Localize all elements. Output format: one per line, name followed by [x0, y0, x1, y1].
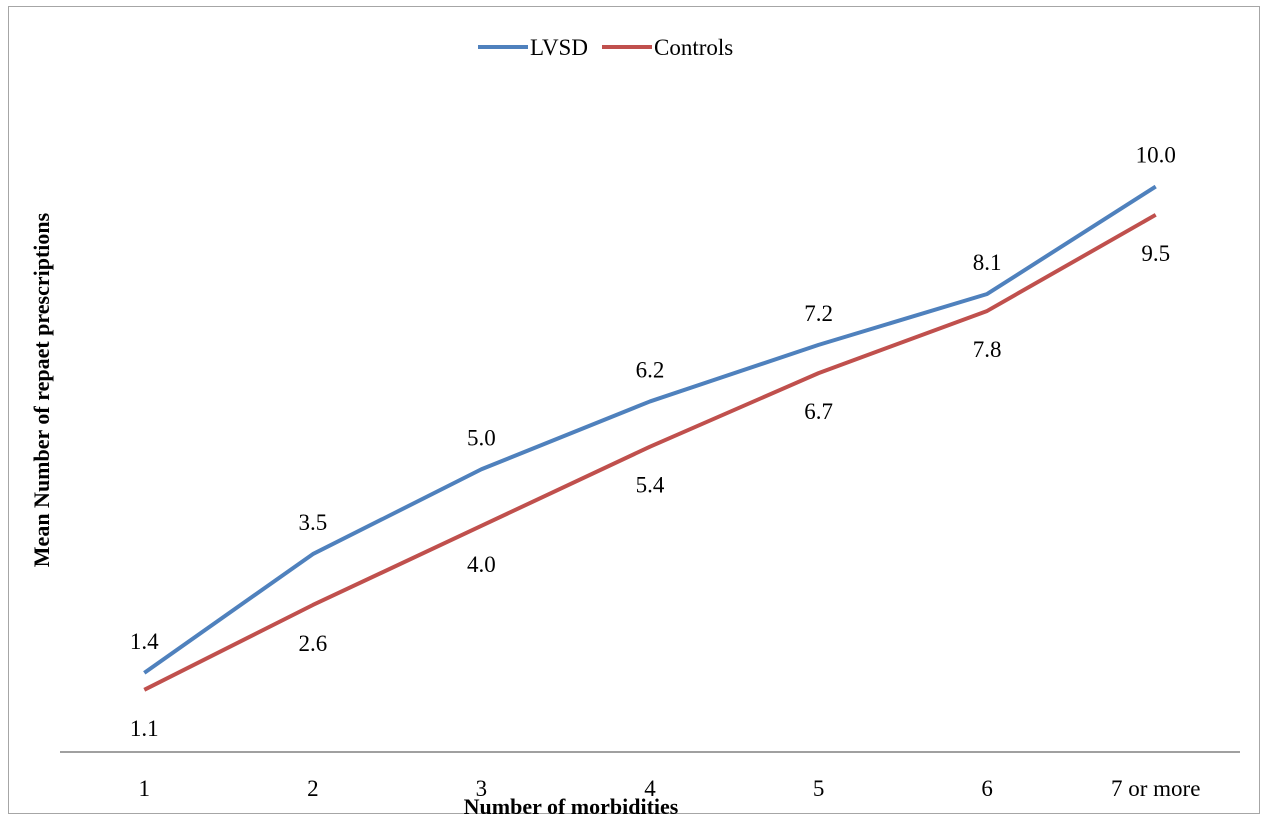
x-tick-label: 1	[139, 776, 151, 801]
x-tick-label: 2	[307, 776, 319, 801]
x-tick-label: 5	[813, 776, 825, 801]
data-label: 6.2	[636, 357, 665, 382]
data-label: 10.0	[1136, 143, 1176, 168]
data-labels: 1.4 3.5 5.0 6.2 7.2 8.1 10.0 1.1 2.6 4.0 5.4 6.7 7.8…	[130, 143, 1176, 741]
x-tick-label: 3	[476, 776, 488, 801]
data-label: 7.2	[804, 301, 833, 326]
legend-label-controls: Controls	[654, 35, 733, 60]
x-tick-label: 7 or more	[1111, 776, 1200, 801]
axes: 1 2 3 4 5 6 7 or more	[60, 751, 1240, 801]
data-label: 2.6	[298, 631, 327, 656]
data-label: 3.5	[298, 510, 327, 535]
data-label: 5.0	[467, 425, 496, 450]
data-label: 7.8	[973, 337, 1002, 362]
x-axis-title: Number of morbidities	[464, 794, 679, 819]
data-label: 8.1	[973, 250, 1002, 275]
series-line-controls	[143, 213, 1157, 692]
data-label: 5.4	[636, 473, 665, 498]
data-label: 6.7	[804, 399, 833, 424]
series-line-lvsd	[143, 184, 1157, 675]
data-label: 4.0	[467, 552, 496, 577]
data-label: 1.1	[130, 716, 159, 741]
x-tick-label: 4	[644, 776, 656, 801]
legend-label-lvsd: LVSD	[530, 35, 588, 60]
y-axis-title: Mean Number of repaet prescriptions	[29, 212, 54, 567]
legend: LVSD Controls	[478, 35, 733, 60]
x-tick-label: 6	[981, 776, 993, 801]
data-label: 1.4	[130, 629, 159, 654]
series-layer	[143, 184, 1157, 692]
data-label: 9.5	[1141, 241, 1170, 266]
